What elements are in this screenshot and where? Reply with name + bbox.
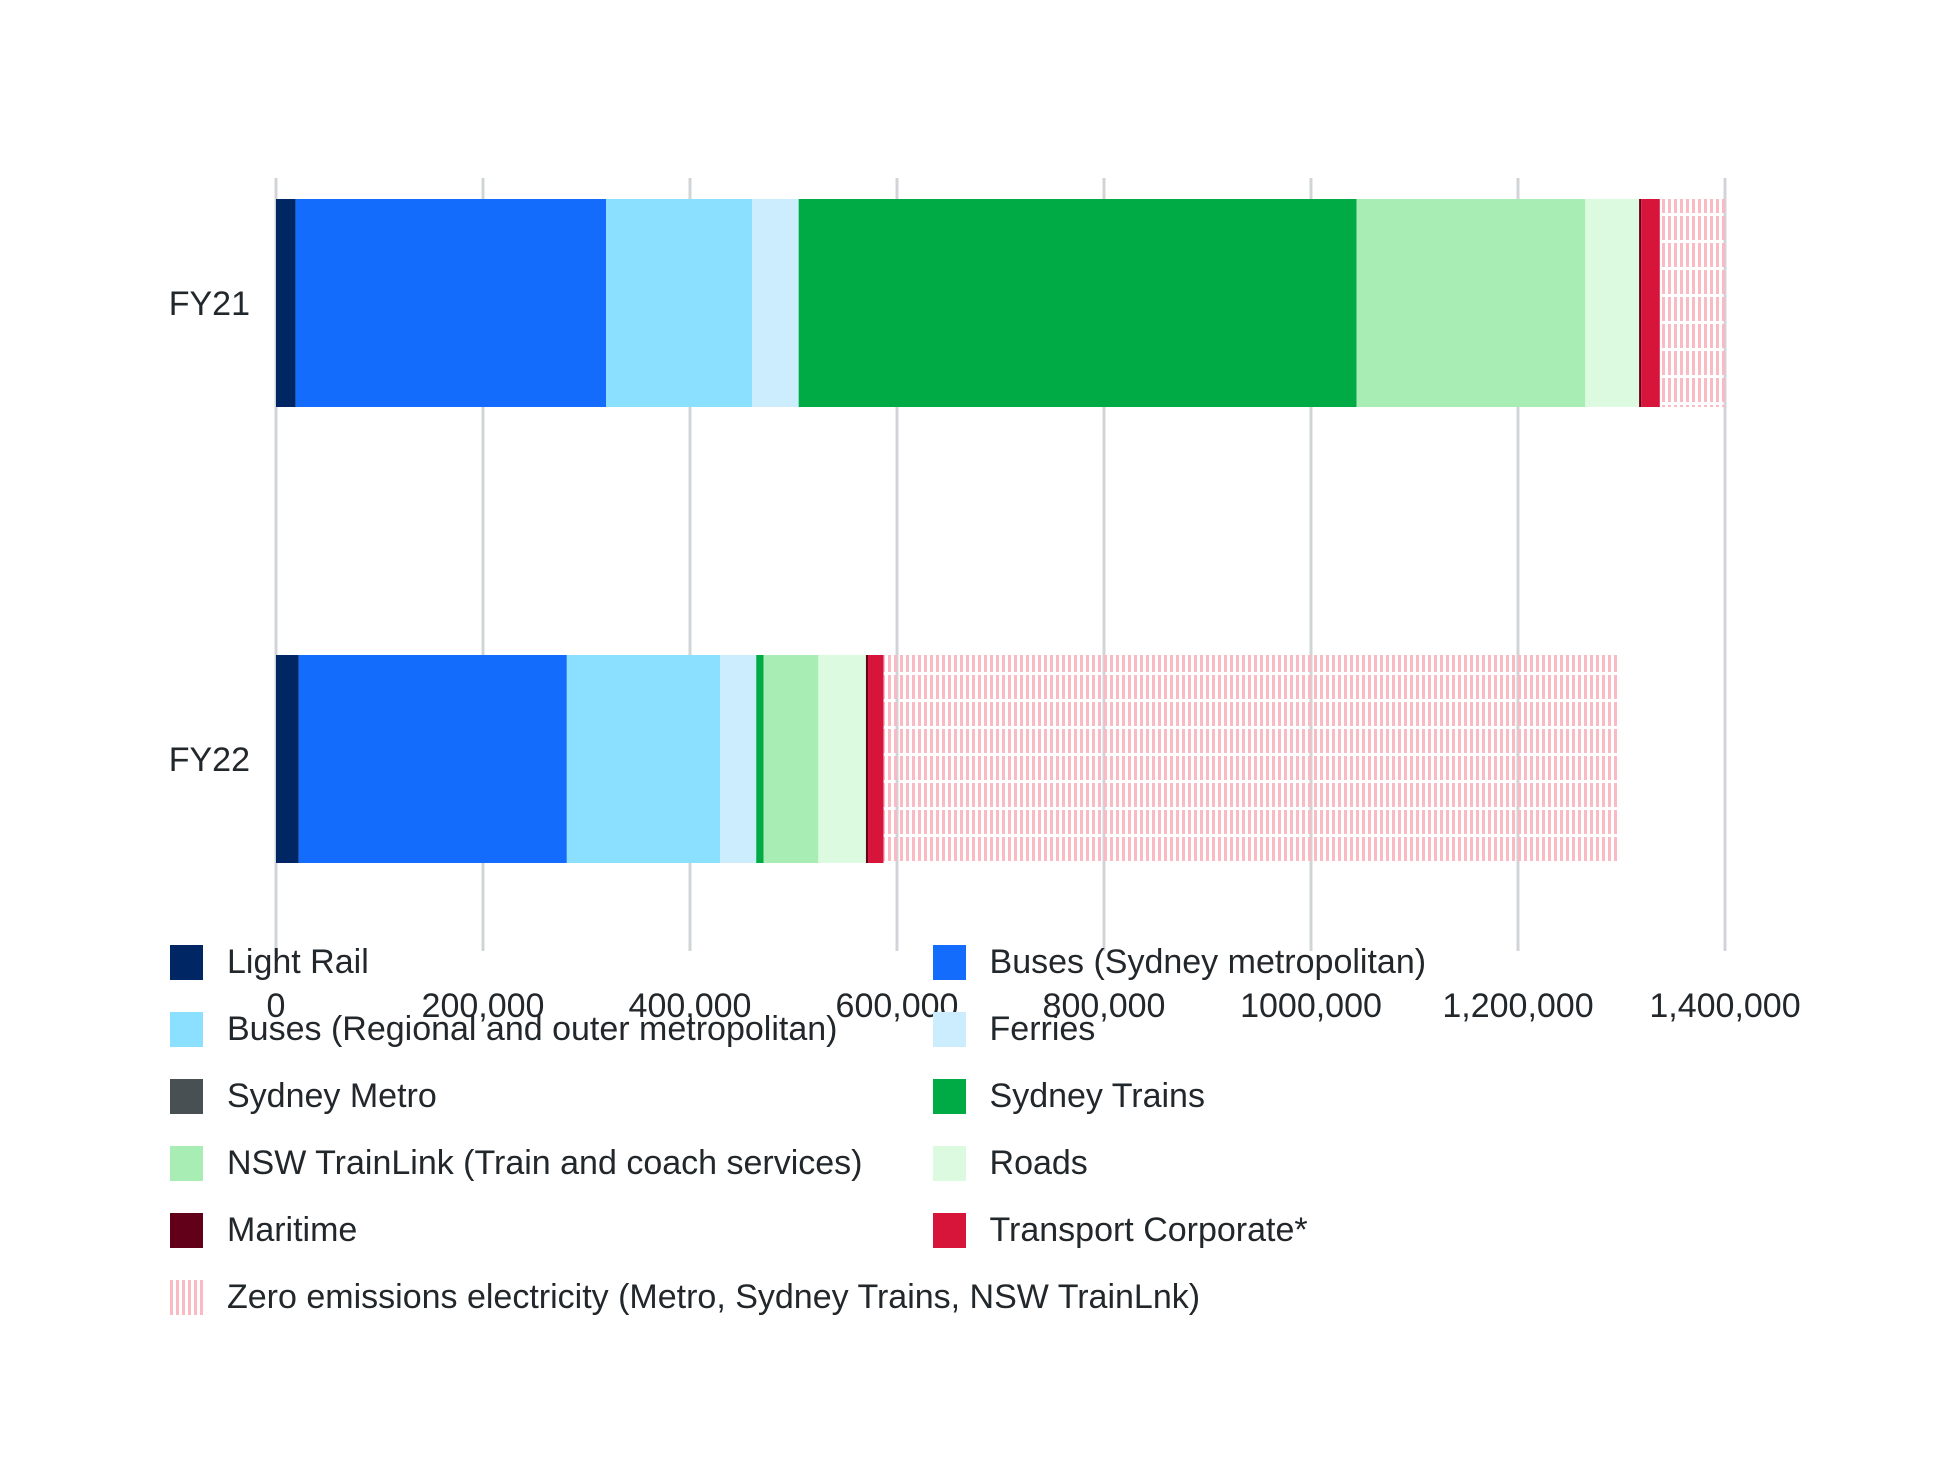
- bar-segment: [1641, 199, 1660, 407]
- legend-label: Sydney Metro: [227, 1077, 437, 1115]
- legend-label: NSW TrainLink (Train and coach services): [227, 1144, 863, 1182]
- legend-label: Zero emissions electricity (Metro, Sydne…: [227, 1278, 1201, 1316]
- category-label: FY21: [169, 285, 250, 323]
- legend-item: Light Rail: [170, 942, 863, 982]
- legend-swatch: [170, 1212, 203, 1248]
- legend-swatch: [170, 1011, 203, 1047]
- legend-item: Sydney Metro: [170, 1076, 863, 1116]
- bar-segment: [883, 655, 1619, 863]
- category-label: FY22: [169, 741, 250, 779]
- bar-segment: [1659, 199, 1727, 407]
- legend-item: Roads: [932, 1143, 1427, 1183]
- legend-label: Buses (Regional and outer metropolitan): [227, 1010, 838, 1048]
- legend: Light Rail Buses (Sydney metropolitan) Bus…: [170, 942, 1426, 1317]
- legend-item: Ferries: [932, 1009, 1427, 1049]
- x-tick-label: 1000,000: [1240, 987, 1382, 1025]
- bar-segment: [1639, 199, 1642, 407]
- stacked-bar-chart: 0 200,000 400,000 600,000 800,000 1000,000 1,2…: [169, 178, 1801, 1025]
- bar-segment: [756, 655, 764, 863]
- bar-segment: [1356, 199, 1586, 407]
- bar-segment: [818, 655, 866, 863]
- x-tick-label: 200,000: [422, 987, 545, 1025]
- legend-swatch: [170, 1145, 203, 1181]
- x-tick-label: 1,200,000: [1442, 987, 1593, 1025]
- legend-swatch: [932, 1011, 966, 1047]
- bar-segment: [566, 655, 721, 863]
- legend-swatch: [170, 944, 203, 980]
- bar-segment: [276, 655, 299, 863]
- x-tick-label: 1,400,000: [1649, 987, 1800, 1025]
- bar-segment: [868, 655, 884, 863]
- bar-segment: [752, 199, 799, 407]
- legend-swatch: [932, 1145, 966, 1181]
- x-tick-label: 400,000: [629, 987, 752, 1025]
- legend-swatch: [932, 1078, 966, 1114]
- legend-label: Ferries: [989, 1010, 1096, 1048]
- legend-item: Buses (Regional and outer metropolitan): [170, 1009, 863, 1049]
- legend-swatch: [932, 1212, 966, 1248]
- bar-segment: [276, 199, 296, 407]
- legend-label: Sydney Trains: [989, 1077, 1205, 1115]
- legend-swatch: [170, 1279, 203, 1315]
- legend-item: NSW TrainLink (Train and coach services): [170, 1143, 863, 1183]
- legend-label: Transport Corporate*: [989, 1211, 1308, 1249]
- legend-item: Maritime: [170, 1210, 863, 1250]
- legend-item: Zero emissions electricity (Metro, Sydne…: [170, 1277, 1426, 1317]
- bar-segment: [298, 655, 567, 863]
- legend-swatch: [170, 1078, 203, 1114]
- bar-segment: [606, 199, 753, 407]
- x-tick-label: 800,000: [1043, 987, 1166, 1025]
- bar-segment: [865, 655, 869, 863]
- legend-label: Roads: [989, 1144, 1088, 1182]
- bar-segment: [1585, 199, 1640, 407]
- legend-swatch: [932, 944, 966, 980]
- legend-label: Buses (Sydney metropolitan): [989, 943, 1427, 981]
- legend-item: Buses (Sydney metropolitan): [932, 942, 1427, 982]
- x-tick-label: 0: [267, 987, 286, 1025]
- legend-label: Maritime: [227, 1211, 358, 1249]
- legend-item: Transport Corporate*: [932, 1210, 1427, 1250]
- bar-segment: [763, 655, 819, 863]
- legend-item: Sydney Trains: [932, 1076, 1427, 1116]
- bar-segment: [798, 199, 1357, 407]
- bar-segment: [295, 199, 607, 407]
- bar-segment: [720, 655, 757, 863]
- legend-label: Light Rail: [227, 943, 369, 981]
